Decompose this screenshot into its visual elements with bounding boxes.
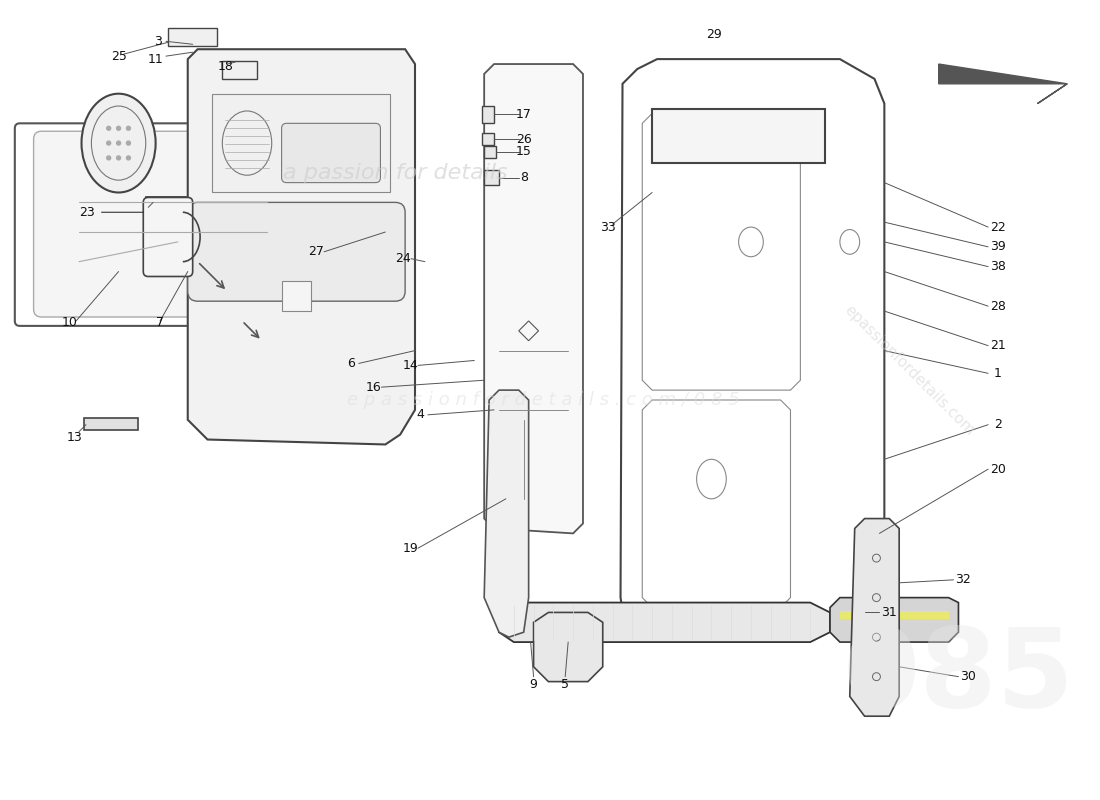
Text: 19: 19 [403, 542, 418, 554]
Circle shape [117, 141, 121, 145]
Bar [168, 29, 218, 46]
Text: 16: 16 [365, 381, 382, 394]
FancyBboxPatch shape [143, 198, 192, 277]
Text: 33: 33 [600, 221, 616, 234]
Text: 7: 7 [156, 317, 164, 330]
Bar [146, 198, 186, 222]
Polygon shape [938, 64, 1067, 103]
Polygon shape [499, 602, 830, 642]
Polygon shape [484, 390, 529, 637]
Circle shape [126, 141, 131, 145]
Text: 10: 10 [62, 317, 77, 330]
Bar [484, 170, 499, 185]
Polygon shape [830, 598, 958, 642]
Text: a passion for details: a passion for details [283, 162, 507, 182]
Circle shape [107, 141, 111, 145]
Polygon shape [534, 613, 603, 682]
Bar [484, 146, 496, 158]
Text: 32: 32 [956, 574, 971, 586]
Text: 21: 21 [990, 339, 1005, 352]
Text: 2: 2 [994, 418, 1002, 431]
Text: 11: 11 [147, 53, 163, 66]
Bar [222, 61, 257, 79]
Text: 9: 9 [529, 678, 538, 691]
Bar [212, 94, 390, 193]
Text: 38: 38 [990, 260, 1005, 273]
Polygon shape [188, 50, 415, 445]
Text: e p a s s i o n f o r d e t a i l s . c o m / 0 8 5: e p a s s i o n f o r d e t a i l s . c … [348, 391, 740, 409]
Text: 39: 39 [990, 240, 1005, 254]
Text: 27: 27 [308, 246, 324, 258]
Text: 20: 20 [990, 462, 1005, 476]
Text: 14: 14 [403, 359, 418, 372]
FancyBboxPatch shape [282, 123, 381, 182]
Text: 30: 30 [960, 670, 977, 683]
FancyBboxPatch shape [188, 202, 405, 301]
Polygon shape [850, 518, 899, 716]
Text: 1: 1 [994, 367, 1002, 380]
Bar [84, 418, 139, 430]
FancyBboxPatch shape [34, 131, 278, 317]
Bar [652, 109, 825, 163]
Text: 18: 18 [218, 59, 233, 73]
Circle shape [126, 156, 131, 160]
Text: 4: 4 [416, 408, 424, 422]
Circle shape [117, 156, 121, 160]
Text: 15: 15 [516, 146, 531, 158]
Bar [840, 611, 948, 619]
Bar [482, 106, 494, 123]
Text: 23: 23 [79, 206, 95, 218]
Bar [282, 282, 311, 311]
Text: 6: 6 [346, 357, 354, 370]
Ellipse shape [81, 94, 155, 193]
Text: 5: 5 [561, 678, 569, 691]
Text: 28: 28 [990, 300, 1005, 313]
FancyBboxPatch shape [14, 123, 282, 326]
Circle shape [107, 156, 111, 160]
Text: 3: 3 [154, 35, 162, 48]
Text: 25: 25 [111, 50, 126, 62]
Text: 085: 085 [843, 623, 1075, 730]
Text: 13: 13 [66, 431, 82, 444]
Circle shape [126, 126, 131, 130]
Text: 29: 29 [706, 28, 723, 41]
Text: 22: 22 [990, 221, 1005, 234]
Text: 24: 24 [395, 252, 411, 266]
Text: 17: 17 [516, 108, 531, 121]
Text: 26: 26 [516, 133, 531, 146]
Bar [482, 134, 494, 145]
Circle shape [117, 126, 121, 130]
Text: epassionfordetails.com: epassionfordetails.com [842, 302, 977, 438]
Polygon shape [484, 64, 583, 534]
Text: 8: 8 [519, 171, 528, 184]
Circle shape [107, 126, 111, 130]
Text: 31: 31 [881, 606, 898, 619]
